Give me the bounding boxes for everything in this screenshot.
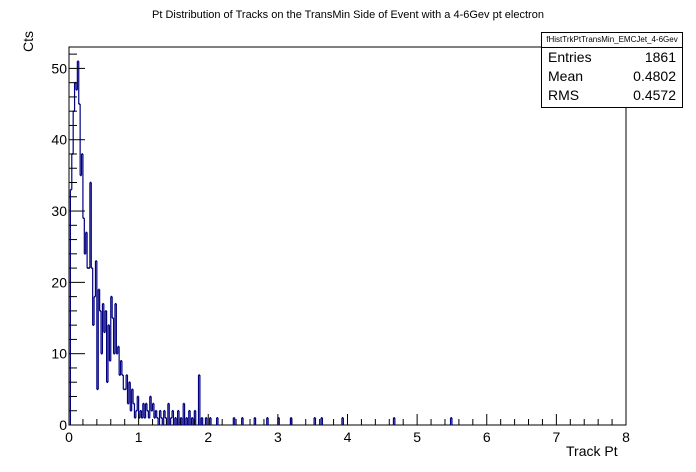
y-tick-label: 10 — [51, 346, 67, 362]
chart-title: Pt Distribution of Tracks on the TransMi… — [152, 9, 544, 21]
histogram-bars — [69, 60, 453, 425]
y-tick-label: 30 — [51, 203, 67, 219]
stats-box: fHistTrkPtTransMin_EMCJet_4-6Gev Entries… — [541, 32, 683, 108]
y-tick-label: 50 — [51, 60, 67, 76]
stats-row-entries: Entries 1861 — [542, 48, 682, 67]
y-axis: 0 10 20 30 40 50 — [51, 53, 85, 433]
x-tick-label: 1 — [135, 429, 143, 445]
y-tick-label: 0 — [59, 417, 67, 433]
x-axis: 0 1 2 3 4 5 6 7 8 — [65, 414, 630, 445]
stats-histogram-name: fHistTrkPtTransMin_EMCJet_4-6Gev — [542, 33, 682, 48]
stats-rms-value: 0.4572 — [633, 87, 676, 103]
stats-rms-label: RMS — [548, 87, 580, 103]
x-tick-label: 6 — [483, 429, 491, 445]
stats-entries-label: Entries — [548, 49, 592, 65]
stats-entries-value: 1861 — [644, 49, 676, 65]
x-tick-label: 5 — [413, 429, 421, 445]
x-tick-label: 0 — [65, 429, 73, 445]
y-tick-label: 40 — [51, 132, 67, 148]
stats-mean-label: Mean — [548, 68, 584, 84]
x-axis-label: Track Pt — [566, 443, 618, 459]
stats-row-rms: RMS 0.4572 — [542, 86, 682, 105]
x-tick-label: 8 — [622, 429, 630, 445]
stats-mean-value: 0.4802 — [633, 68, 676, 84]
x-tick-label: 7 — [552, 429, 560, 445]
y-tick-label: 20 — [51, 274, 67, 290]
x-tick-label: 3 — [274, 429, 282, 445]
stats-row-mean: Mean 0.4802 — [542, 67, 682, 86]
x-tick-label: 2 — [204, 429, 212, 445]
y-axis-label: Cts — [20, 31, 36, 52]
x-tick-label: 4 — [344, 429, 352, 445]
